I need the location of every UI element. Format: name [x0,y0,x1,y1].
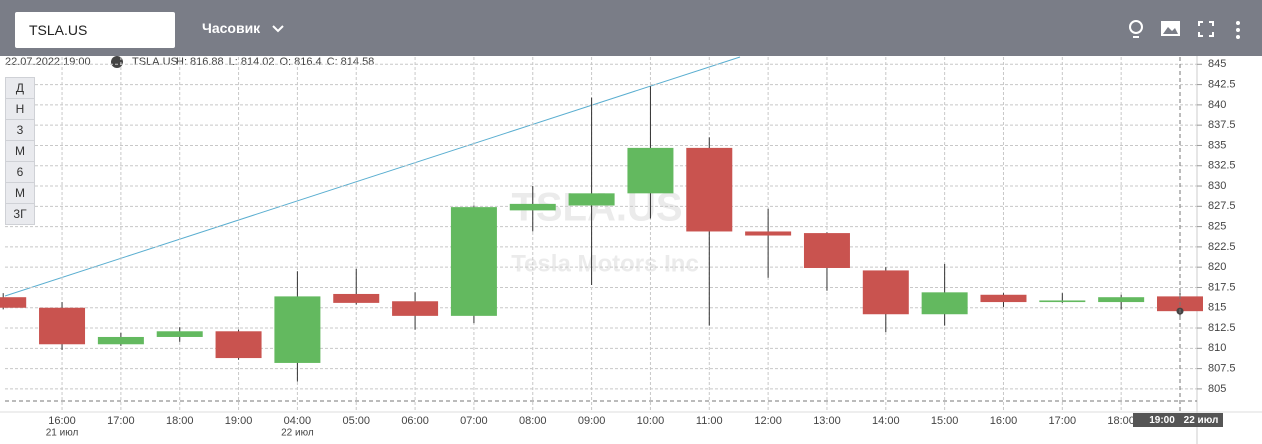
period-button[interactable]: М [5,141,35,162]
candle-body [156,331,203,337]
screenshot-icon[interactable] [1161,21,1180,36]
x-date-label: 22 июл [281,428,314,439]
crosshair-date: 22 июл [1184,415,1219,426]
period-button[interactable]: 6 [5,162,35,183]
interval-select[interactable]: Часовик [202,20,284,36]
period-buttons: Д Н 3 М 6 М 3Г [5,77,35,225]
x-tick-label: 04:00 [284,415,312,427]
info-value: 816.4 [294,56,322,68]
candle-body [39,307,86,345]
y-tick-label: 845 [1208,58,1226,70]
candle-body [921,292,968,315]
chevron [272,25,284,33]
x-tick-label: 05:00 [342,415,370,427]
info-datetime: 22.07.2022 19:00 [5,56,91,68]
candle-body [97,336,144,345]
x-tick-label: 19:00 [225,415,253,427]
x-tick-label: 14:00 [872,415,900,427]
candle-body [509,203,556,211]
x-tick-label: 11:00 [696,415,723,427]
candle-body [274,296,321,363]
y-tick-label: 825 [1208,221,1226,233]
period-button[interactable]: Н [5,99,35,120]
menu-icon[interactable] [1236,21,1240,39]
candle-body [568,193,615,206]
x-tick-label: 18:00 [166,415,194,427]
info-value: 814.58 [341,56,375,68]
trend-line [4,56,741,297]
candle-body [862,270,909,315]
period-button[interactable]: 3Г [5,204,35,225]
candle-body [333,293,380,303]
x-tick-label: 18:00 [1107,415,1135,427]
x-tick-label: 12:00 [754,415,782,427]
y-tick-label: 810 [1208,342,1226,354]
y-tick-label: 820 [1208,261,1226,273]
x-tick-label: 16:00 [48,415,76,427]
y-tick-label: 817.5 [1208,281,1236,293]
x-tick-label: 08:00 [519,415,547,427]
x-tick-label: 16:00 [990,415,1018,427]
toolbar-icons [1129,20,1240,39]
candle-body [1098,297,1145,303]
watermark-subtitle: Tesla Motors Inc [511,250,699,277]
idea-icon[interactable] [1129,20,1143,38]
candle-body [392,301,439,316]
crosshair-time: 19:00 [1149,415,1175,426]
candle-body [215,331,262,359]
period-button[interactable]: 3 [5,120,35,141]
y-tick-label: 827.5 [1208,200,1236,212]
y-tick-label: 840 [1208,99,1226,111]
period-button[interactable]: М [5,183,35,204]
candle-body [980,294,1027,303]
x-tick-label: 10:00 [637,415,665,427]
interval-label: Часовик [202,20,261,36]
candle-body [745,231,792,236]
info-label: C: [327,56,338,68]
info-dot [111,56,123,68]
x-tick-label: 13:00 [813,415,841,427]
candle-body [1039,300,1086,303]
x-tick-label: 07:00 [460,415,488,427]
info-value: 814.02 [241,56,275,68]
y-tick-label: 807.5 [1208,363,1236,375]
y-tick-label: 835 [1208,139,1226,151]
x-tick-label: 15:00 [931,415,959,427]
x-tick-label: 09:00 [578,415,606,427]
y-tick-label: 830 [1208,180,1226,192]
period-button[interactable]: Д [5,77,35,99]
candle-body [803,233,850,268]
info-value: 816.88 [190,56,224,68]
crosshair-label-box [1133,413,1223,427]
y-tick-label: 837.5 [1208,119,1236,131]
info-label: L: [229,56,238,68]
y-tick-label: 812.5 [1208,322,1236,334]
candle-body [0,297,27,308]
y-tick-label: 815 [1208,302,1226,314]
y-tick-label: 842.5 [1208,78,1236,90]
info-symbol: TSLA.US [132,56,178,68]
candle-body [686,147,733,232]
toolbar: TSLA.US Часовик [0,0,1262,56]
candle-body [450,207,497,316]
info-label: H: [176,56,187,68]
x-tick-label: 06:00 [401,415,429,427]
y-tick-label: 832.5 [1208,160,1236,172]
y-tick-label: 822.5 [1208,241,1236,253]
candle-body [627,147,674,194]
x-tick-label: 17:00 [1049,415,1077,427]
symbol-input[interactable]: TSLA.US [15,12,175,48]
x-tick-label: 17:00 [107,415,135,427]
info-label: O: [280,56,292,68]
fullscreen-icon[interactable] [1198,21,1214,37]
y-tick-label: 805 [1208,383,1226,395]
x-date-label: 21 июл [46,428,79,439]
